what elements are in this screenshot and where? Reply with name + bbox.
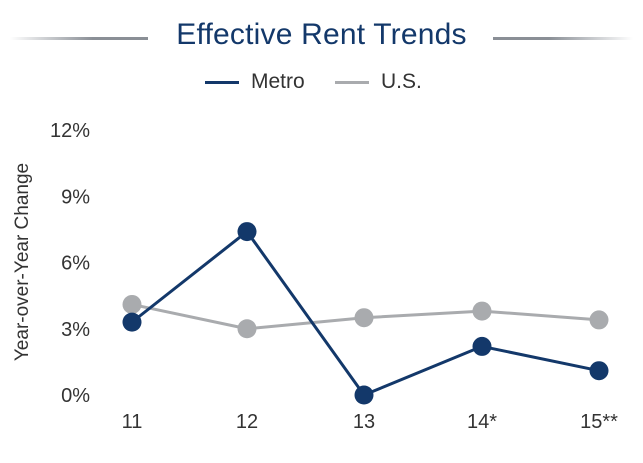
y-tick-label: 0% <box>61 385 90 407</box>
legend-swatch-us <box>335 80 369 84</box>
data-point-us <box>589 310 609 330</box>
data-point-us <box>354 308 374 328</box>
data-point-metro <box>354 385 374 405</box>
legend-swatch-metro <box>205 80 239 84</box>
y-tick-label: 3% <box>61 319 90 341</box>
data-point-metro <box>472 336 492 356</box>
legend-item-us: U.S. <box>335 68 422 96</box>
title-divider-right <box>493 37 633 40</box>
legend-item-metro: Metro <box>205 68 305 96</box>
legend-label-us: U.S. <box>381 70 422 93</box>
x-tick-label: 13 <box>353 411 375 433</box>
legend-label-metro: Metro <box>251 70 305 93</box>
data-point-us <box>237 319 257 339</box>
data-point-us <box>122 294 142 314</box>
title-row: Effective Rent Trends <box>0 14 643 60</box>
legend: Metro U.S. <box>0 68 643 96</box>
x-tick-label: 15** <box>580 411 618 433</box>
x-tick-label: 12 <box>236 411 258 433</box>
data-point-metro <box>122 312 142 332</box>
data-point-metro <box>589 361 609 381</box>
data-point-us <box>472 301 492 321</box>
title-divider-left <box>10 37 148 40</box>
chart-title: Effective Rent Trends <box>176 18 467 51</box>
y-tick-label: 6% <box>61 253 90 275</box>
data-point-metro <box>237 222 257 242</box>
x-tick-label: 11 <box>122 411 143 433</box>
x-tick-label: 14* <box>467 411 497 433</box>
y-tick-label: 12% <box>50 120 90 142</box>
y-tick-label: 9% <box>61 186 90 208</box>
